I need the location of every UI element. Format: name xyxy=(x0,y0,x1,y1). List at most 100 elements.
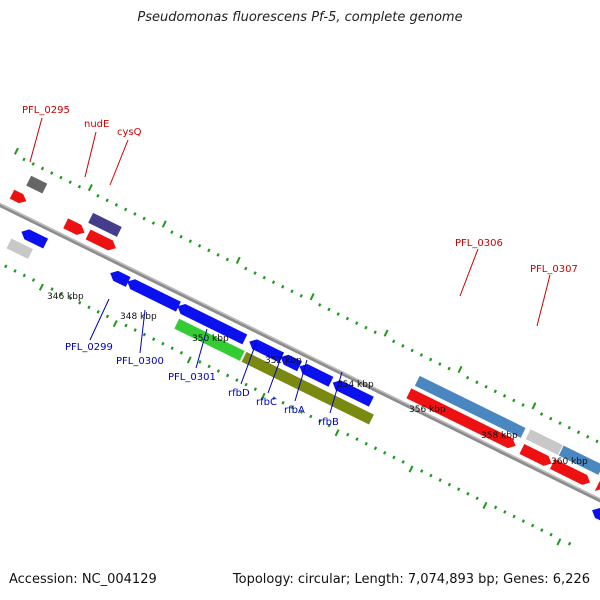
major-tick xyxy=(13,147,19,155)
minor-tick xyxy=(272,396,276,401)
scale-label: 350 kbp xyxy=(192,334,229,344)
gene-label-nudE[interactable]: nudE xyxy=(84,119,109,130)
minor-tick xyxy=(188,239,192,244)
minor-tick xyxy=(96,310,100,314)
red-gene-1[interactable] xyxy=(63,218,87,237)
minor-tick xyxy=(567,541,572,546)
blue-gene-rfbD[interactable] xyxy=(247,337,285,363)
purple-gene-nudE[interactable] xyxy=(88,212,122,237)
leader-line xyxy=(329,371,343,414)
minor-tick xyxy=(401,344,405,348)
minor-tick xyxy=(197,243,202,248)
gene-label-PFL_0299[interactable]: PFL_0299 xyxy=(65,342,113,353)
blue-gene-rfbA[interactable] xyxy=(297,361,334,387)
scale-label: 354 kbp xyxy=(337,380,374,390)
major-tick xyxy=(161,220,167,228)
minor-tick xyxy=(549,532,553,537)
light-gray-block[interactable] xyxy=(6,238,33,259)
major-tick xyxy=(186,356,192,364)
minor-tick xyxy=(392,455,396,460)
minor-tick xyxy=(521,519,525,523)
gray-block-forward[interactable] xyxy=(26,175,48,194)
map-title: Pseudomonas fluorescens Pf-5, complete g… xyxy=(137,10,463,25)
accession-text: Accession: NC_004129 xyxy=(9,572,157,587)
minor-tick xyxy=(576,430,581,435)
gene-label-PFL_0306[interactable]: PFL_0306 xyxy=(455,238,503,249)
minor-tick xyxy=(253,271,257,275)
gene-label-PFL_0300[interactable]: PFL_0300 xyxy=(116,356,164,367)
forward-gene-labels: PFL_0295 nudE cysQ PFL_0306 PFL_0307 xyxy=(22,105,578,327)
minor-tick xyxy=(493,389,497,394)
gene-label-rfbC[interactable]: rfbC xyxy=(256,397,277,408)
major-tick xyxy=(482,501,488,510)
steelblue-block-PFL_0306[interactable] xyxy=(414,375,526,438)
minor-tick xyxy=(475,380,479,385)
minor-tick xyxy=(392,339,396,344)
minor-tick xyxy=(364,441,368,446)
gene-label-PFL_0307[interactable]: PFL_0307 xyxy=(530,264,578,275)
red-gene-cysQ[interactable] xyxy=(85,229,119,253)
minor-tick xyxy=(521,403,525,407)
minor-tick xyxy=(373,446,378,451)
minor-tick xyxy=(133,212,137,216)
minor-tick xyxy=(595,439,599,444)
blue-gene-small[interactable] xyxy=(108,268,131,287)
minor-tick xyxy=(530,523,535,528)
gene-label-PFL_0301[interactable]: PFL_0301 xyxy=(168,372,216,383)
minor-tick xyxy=(465,375,470,380)
scale-label: 346 kbp xyxy=(47,292,84,302)
minor-tick xyxy=(299,294,303,298)
minor-tick xyxy=(179,234,183,239)
gene-label-PFL_0295[interactable]: PFL_0295 xyxy=(22,105,70,116)
gene-label-cysQ[interactable]: cysQ xyxy=(117,127,142,138)
minor-tick xyxy=(22,273,26,278)
minor-tick xyxy=(327,423,331,428)
gene-label-rfbA[interactable]: rfbA xyxy=(284,405,305,416)
minor-tick xyxy=(124,207,128,212)
gene-label-rfbD[interactable]: rfbD xyxy=(228,388,250,399)
blue-arrow-edge[interactable] xyxy=(590,505,600,526)
scale-labels: 346 kbp 348 kbp 350 kbp 352 kbp 354 kbp … xyxy=(47,292,588,467)
minor-tick xyxy=(539,412,544,416)
minor-tick xyxy=(225,257,229,262)
scale-label: 360 kbp xyxy=(551,457,588,467)
blue-gene-rfbB[interactable] xyxy=(330,378,374,407)
minor-tick xyxy=(198,360,202,364)
green-gene-PFL_0301[interactable] xyxy=(174,318,245,361)
light-gray-block-2[interactable] xyxy=(525,429,563,456)
minor-tick xyxy=(31,278,36,282)
scale-label: 352 kbp xyxy=(265,356,302,366)
minor-tick xyxy=(271,280,276,285)
steelblue-block-PFL_0307[interactable] xyxy=(558,445,600,475)
blue-gene-PFL_0299[interactable] xyxy=(125,277,181,312)
red-gene-PFL_0307a[interactable] xyxy=(519,444,553,468)
red-arrow-edge[interactable] xyxy=(594,481,600,494)
minor-tick xyxy=(170,230,174,235)
olive-block[interactable] xyxy=(241,351,374,425)
minor-tick xyxy=(540,528,544,532)
genome-backbone-highlight xyxy=(0,194,600,514)
blue-gene-left[interactable] xyxy=(19,227,49,249)
major-tick xyxy=(309,293,315,301)
minor-tick xyxy=(96,193,100,198)
leader-line xyxy=(109,139,129,186)
major-tick xyxy=(408,465,414,473)
red-gene-PFL_0306[interactable] xyxy=(406,388,518,450)
blue-gene-rfbC[interactable] xyxy=(278,352,302,372)
blue-gene-PFL_0300[interactable] xyxy=(175,301,248,345)
major-tick xyxy=(235,256,241,264)
red-gene-PFL_0307b[interactable] xyxy=(549,459,593,487)
minor-tick xyxy=(13,269,17,273)
gene-label-rfbB[interactable]: rfbB xyxy=(318,417,339,428)
minor-tick xyxy=(346,432,350,437)
red-small-forward[interactable] xyxy=(9,189,29,206)
minor-tick xyxy=(244,382,248,387)
leader-line xyxy=(536,274,551,327)
minor-tick xyxy=(345,316,350,321)
minor-tick xyxy=(50,287,54,291)
minor-tick xyxy=(78,300,82,305)
minor-tick xyxy=(207,364,211,369)
minor-tick xyxy=(207,248,211,253)
major-tick xyxy=(334,429,340,437)
